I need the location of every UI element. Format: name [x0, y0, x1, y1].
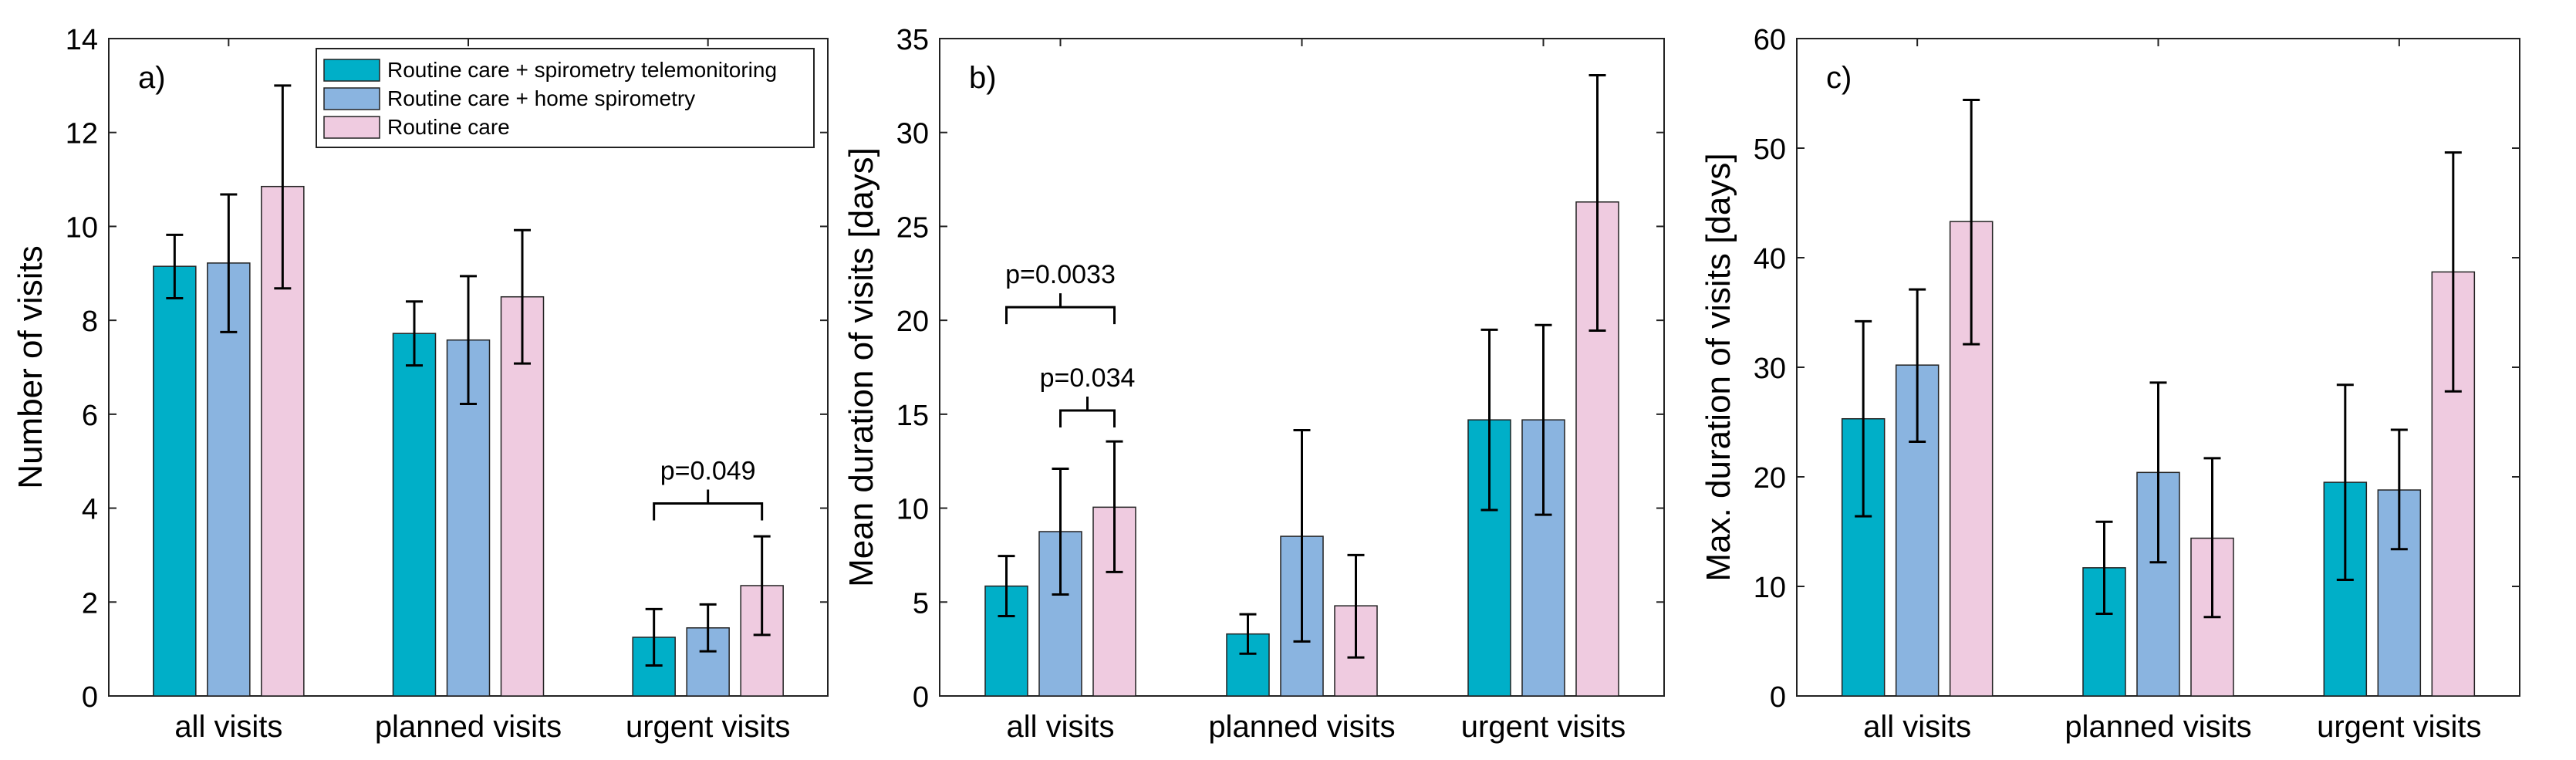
y-tick-label: 40: [1754, 243, 1786, 275]
y-tick-label: 0: [1770, 681, 1786, 714]
x-tick-label: urgent visits: [2317, 710, 2481, 744]
significance-bracket: [653, 502, 764, 521]
y-tick-label: 0: [82, 681, 98, 714]
panel-label: a): [138, 61, 166, 95]
x-tick-label: all visits: [174, 710, 282, 744]
legend-label: Routine care: [387, 115, 510, 139]
y-axis-label: Max. duration of visits [days]: [1700, 153, 1737, 581]
chart-panel-3: 0 10 20 30 40 50 60 all visits planned visits urg…: [1700, 24, 2520, 744]
panel-label: c): [1826, 61, 1852, 95]
significance-bracket: [1059, 409, 1116, 427]
bar: [153, 265, 197, 697]
y-tick-label: 4: [82, 494, 98, 526]
bar: [392, 333, 437, 697]
y-axis-label: Number of visits: [12, 245, 49, 488]
chart-panel-1: 0 2 4 6 8 10 12 14 all visits planned visits urgen…: [12, 24, 829, 744]
legend-swatch: [323, 87, 380, 110]
y-tick-label: 60: [1754, 24, 1786, 56]
y-tick-label: 25: [896, 211, 929, 244]
panels-layer: 0 2 4 6 8 10 12 14 all visits planned visits urgen…: [12, 24, 2520, 744]
y-tick-label: 15: [896, 400, 929, 432]
legend-label: Routine care + home spirometry: [387, 86, 695, 110]
x-tick-label: planned visits: [375, 710, 562, 744]
x-tick-label: all visits: [1863, 710, 1971, 744]
x-tick-label: urgent visits: [1461, 710, 1626, 744]
x-tick-label: all visits: [1006, 710, 1114, 744]
y-tick-label: 5: [913, 587, 929, 620]
legend-swatch: [323, 116, 380, 139]
y-tick-label: 10: [896, 494, 929, 526]
y-tick-label: 30: [896, 118, 929, 150]
x-tick-label: planned visits: [2065, 710, 2251, 744]
y-axis-label: Mean duration of visits [days]: [842, 147, 880, 587]
y-tick-label: 14: [66, 24, 98, 56]
y-tick-label: 35: [896, 24, 929, 56]
panel-label: b): [969, 61, 997, 95]
y-tick-label: 0: [913, 681, 929, 714]
bar: [207, 262, 251, 697]
y-tick-label: 20: [1754, 462, 1786, 495]
y-tick-label: 8: [82, 306, 98, 338]
legend-box: [316, 48, 815, 148]
y-tick-label: 12: [66, 118, 98, 150]
p-value-label: p=0.0033: [1005, 260, 1116, 289]
p-value-label: p=0.034: [1040, 363, 1136, 393]
y-tick-label: 30: [1754, 353, 1786, 385]
y-tick-label: 50: [1754, 133, 1786, 166]
chart-panel-2: 0 5 10 15 20 25 30 35 all visits planned visits ur…: [842, 24, 1665, 744]
legend-label: Routine care + spirometry telemonitoring: [387, 58, 777, 82]
x-tick-label: urgent visits: [626, 710, 790, 744]
legend-swatch: [323, 59, 380, 82]
y-tick-label: 10: [66, 211, 98, 244]
y-tick-label: 10: [1754, 572, 1786, 604]
significance-bracket: [1005, 306, 1116, 325]
p-value-label: p=0.049: [660, 456, 756, 485]
x-tick-label: planned visits: [1208, 710, 1395, 744]
legend: Routine care + spirometry telemonitoring…: [316, 48, 815, 148]
y-tick-label: 6: [82, 400, 98, 432]
y-tick-label: 20: [896, 306, 929, 338]
y-tick-label: 2: [82, 587, 98, 620]
